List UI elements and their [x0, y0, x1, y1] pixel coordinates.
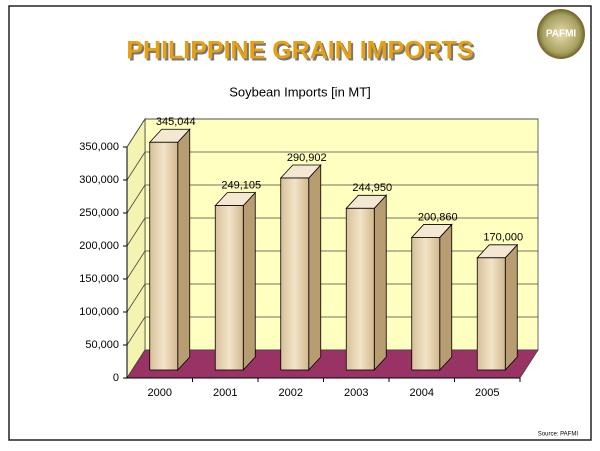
bar — [476, 257, 506, 371]
x-tick-label: 2004 — [410, 387, 434, 399]
side-wall — [126, 117, 146, 380]
slide-title: PHILIPPINE GRAIN IMPORTS — [126, 37, 473, 65]
title-shadow: PHILIPPINE GRAIN IMPORTS — [128, 39, 475, 67]
bar — [280, 177, 310, 371]
y-tick-label: 350,000 — [79, 141, 119, 153]
value-label: 249,105 — [221, 179, 261, 191]
source: Source: PAFMI — [538, 432, 579, 438]
grid-line-side — [126, 217, 146, 247]
logo — [537, 9, 585, 59]
grid-line-side — [126, 118, 146, 148]
y-tick-label: 0 — [113, 372, 119, 384]
bar-side — [373, 194, 387, 372]
grid-line-side — [126, 151, 146, 181]
plot: 0 50,000 100,000 150,000 200,000 250,000 300,0… — [79, 116, 539, 399]
x-tick-label: 2000 — [148, 387, 172, 399]
bar — [149, 141, 179, 371]
value-label: 244,950 — [352, 182, 392, 194]
grid-line-side — [126, 316, 146, 346]
value-label: 345,044 — [156, 116, 196, 128]
value-label: 290,902 — [287, 152, 327, 164]
y-tick-label: 150,000 — [79, 273, 119, 285]
chart-title: Soybean Imports [in MT] — [229, 84, 371, 99]
bar-side — [177, 128, 191, 372]
value-label: 170,000 — [483, 232, 523, 244]
grid-line-side — [126, 283, 146, 313]
x-tick-label: 2003 — [344, 387, 368, 399]
grid-line-side — [126, 250, 146, 280]
grid-line-side — [126, 184, 146, 214]
y-tick-label: 300,000 — [79, 174, 119, 186]
y-tick-label: 50,000 — [85, 339, 119, 351]
y-tick-label: 200,000 — [79, 240, 119, 252]
y-tick-label: 100,000 — [79, 306, 119, 318]
value-label: 200,860 — [418, 211, 458, 223]
x-tick-label: 2002 — [279, 387, 303, 399]
y-tick-label: 250,000 — [79, 207, 119, 219]
x-tick-label: 2001 — [213, 387, 237, 399]
bar-side — [308, 163, 322, 372]
bar-side — [242, 191, 256, 372]
bar-side — [439, 223, 453, 372]
logo-text: PAFMI — [546, 29, 577, 40]
bar — [411, 237, 441, 371]
bar-side — [504, 243, 518, 372]
bar — [214, 205, 244, 371]
x-tick-label: 2005 — [475, 387, 499, 399]
bar — [345, 207, 375, 371]
